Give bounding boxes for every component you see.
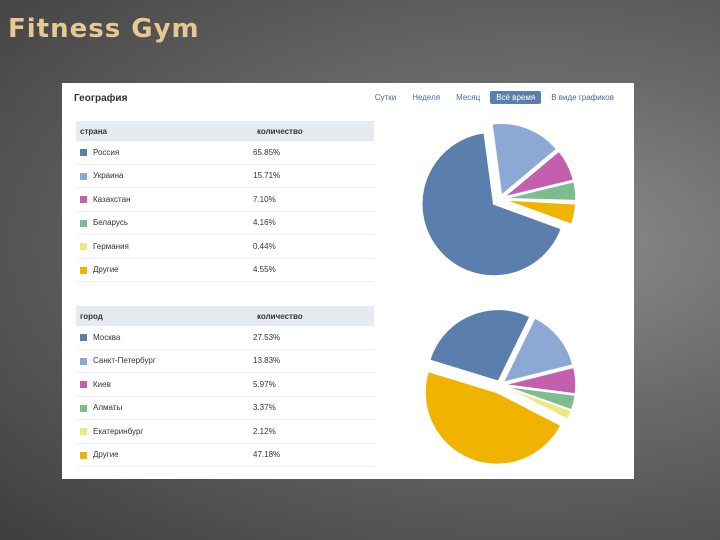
- pie-slice-Екатеринбург[interactable]: [503, 385, 573, 421]
- table-row[interactable]: Екатеринбург 2.12%: [76, 419, 374, 444]
- city-name: Москва: [93, 332, 121, 342]
- country-name-cell: Россия: [76, 141, 253, 165]
- city-value: 3.37%: [253, 396, 374, 420]
- cities-table: город количество Москва 27.53% Санкт-Петер…: [76, 306, 374, 467]
- city-name-cell: Другие: [76, 443, 253, 467]
- city-value: 27.53%: [253, 326, 374, 350]
- city-name: Екатеринбург: [93, 426, 144, 436]
- cities-pie-chart: [424, 308, 577, 465]
- country-name: Другие: [93, 265, 119, 275]
- period-tabs: Сутки Неделя Месяц Всё время В виде граф…: [369, 91, 620, 104]
- country-name: Казахстан: [93, 194, 131, 204]
- column-header-country: страна: [76, 121, 253, 141]
- table-row[interactable]: Казахстан 7.10%: [76, 187, 374, 212]
- table-row[interactable]: Другие 4.55%: [76, 258, 374, 282]
- pie-slice-Казахстан[interactable]: [503, 150, 575, 198]
- pie-slice-Россия[interactable]: [421, 131, 563, 277]
- city-name-cell: Алматы: [76, 396, 253, 420]
- city-name-cell: Екатеринбург: [76, 419, 253, 444]
- country-name: Беларусь: [93, 218, 128, 228]
- country-value: 0.44%: [253, 234, 374, 259]
- table-row[interactable]: Киев 5.97%: [76, 372, 374, 397]
- tab-all-time[interactable]: Всё время: [490, 91, 542, 104]
- pie-slice-Киев[interactable]: [503, 366, 577, 395]
- panel-header: География Сутки Неделя Месяц Всё время В…: [62, 83, 634, 113]
- table-row[interactable]: Германия 0.44%: [76, 234, 374, 259]
- city-value: 5.97%: [253, 372, 374, 397]
- panel-title: География: [74, 93, 128, 104]
- legend-swatch: [80, 243, 87, 251]
- pie-slice-Москва[interactable]: [428, 308, 532, 383]
- column-header-count: количество: [253, 306, 374, 326]
- tab-month[interactable]: Месяц: [456, 93, 481, 102]
- country-name-cell: Беларусь: [76, 211, 253, 235]
- table-row[interactable]: Москва 27.53%: [76, 326, 374, 350]
- city-value: 13.83%: [253, 349, 374, 373]
- country-value: 4.55%: [253, 258, 374, 282]
- legend-swatch: [80, 334, 87, 342]
- table-row[interactable]: Другие 47.18%: [76, 443, 374, 467]
- table-header-row: страна количество: [76, 121, 374, 141]
- table-row[interactable]: Украина 15.71%: [76, 164, 374, 188]
- country-name-cell: Другие: [76, 258, 253, 282]
- column-header-city: город: [76, 306, 253, 326]
- country-value: 65.85%: [253, 141, 374, 165]
- country-value: 4.16%: [253, 211, 374, 235]
- country-value: 7.10%: [253, 187, 374, 212]
- country-name-cell: Германия: [76, 234, 253, 259]
- column-header-count: количество: [253, 121, 374, 141]
- city-name: Санкт-Петербург: [93, 356, 156, 366]
- pie-slice-Санкт-Петербург[interactable]: [501, 316, 574, 384]
- legend-swatch: [80, 196, 87, 204]
- table-row[interactable]: Алматы 3.37%: [76, 396, 374, 420]
- slide-title: Fitness Gym: [8, 14, 200, 44]
- countries-pie-chart: [421, 122, 577, 277]
- city-name-cell: Киев: [76, 372, 253, 397]
- city-name-cell: Санкт-Петербург: [76, 349, 253, 373]
- country-name: Германия: [93, 241, 129, 251]
- country-name-cell: Казахстан: [76, 187, 253, 212]
- table-row[interactable]: Беларусь 4.16%: [76, 211, 374, 235]
- table-header-row: город количество: [76, 306, 374, 326]
- city-name: Другие: [93, 450, 119, 460]
- pie-slice-Украина[interactable]: [491, 122, 558, 197]
- legend-swatch: [80, 428, 87, 436]
- city-name-cell: Москва: [76, 326, 253, 350]
- tab-charts-view[interactable]: В виде графиков: [551, 93, 614, 102]
- table-row[interactable]: Санкт-Петербург 13.83%: [76, 349, 374, 373]
- country-value: 15.71%: [253, 164, 374, 188]
- geography-panel: География Сутки Неделя Месяц Всё время В…: [62, 83, 634, 479]
- city-name: Алматы: [93, 403, 123, 413]
- legend-swatch: [80, 451, 87, 459]
- city-name: Киев: [93, 379, 111, 389]
- legend-swatch: [80, 404, 87, 412]
- table-row[interactable]: Россия 65.85%: [76, 141, 374, 165]
- legend-swatch: [80, 266, 87, 274]
- countries-table: страна количество Россия 65.85% Украина 15.…: [76, 121, 374, 282]
- tab-week[interactable]: Неделя: [412, 93, 441, 102]
- country-name-cell: Украина: [76, 164, 253, 188]
- legend-swatch: [80, 357, 87, 365]
- pie-slice-Другие[interactable]: [503, 199, 577, 226]
- legend-swatch: [80, 219, 87, 227]
- country-name: Украина: [93, 171, 124, 181]
- country-name: Россия: [93, 147, 120, 157]
- city-value: 2.12%: [253, 419, 374, 444]
- city-value: 47.18%: [253, 443, 374, 467]
- legend-swatch: [80, 149, 87, 157]
- tab-day[interactable]: Сутки: [374, 93, 397, 102]
- legend-swatch: [80, 381, 87, 389]
- legend-swatch: [80, 172, 87, 180]
- pie-slice-Другие[interactable]: [424, 370, 563, 465]
